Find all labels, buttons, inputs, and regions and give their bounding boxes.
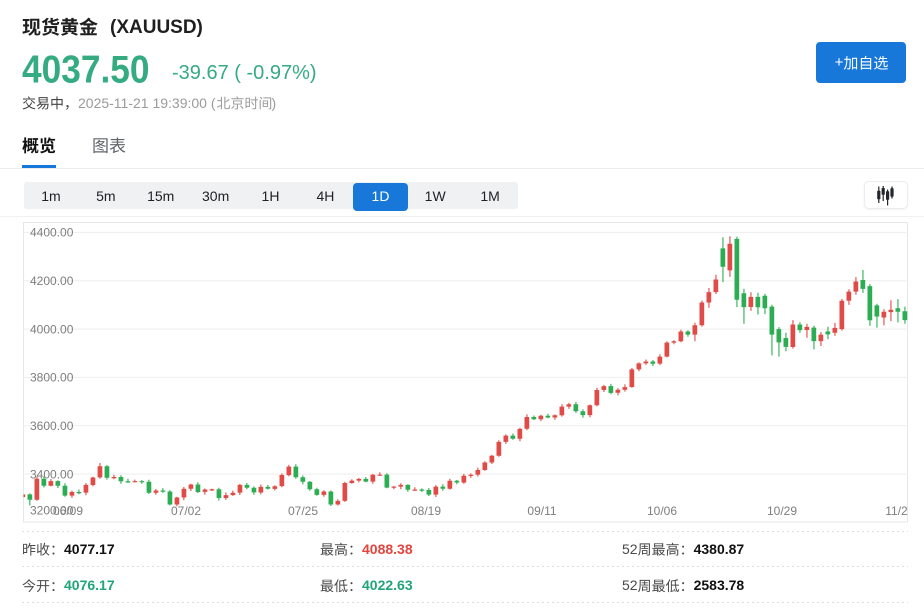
svg-text:10/06: 10/06 bbox=[647, 504, 677, 518]
svg-text:10/29: 10/29 bbox=[767, 504, 797, 518]
svg-text:09/11: 09/11 bbox=[527, 504, 556, 518]
svg-text:3400.00: 3400.00 bbox=[30, 467, 74, 481]
svg-text:4200.00: 4200.00 bbox=[30, 274, 74, 288]
svg-text:4000.00: 4000.00 bbox=[30, 322, 74, 336]
svg-text:11/2: 11/2 bbox=[885, 504, 908, 518]
svg-text:3600.00: 3600.00 bbox=[30, 419, 74, 433]
svg-text:07/25: 07/25 bbox=[288, 504, 318, 518]
svg-text:4400.00: 4400.00 bbox=[30, 226, 74, 240]
svg-text:3200.00: 3200.00 bbox=[30, 504, 74, 518]
svg-text:3800.00: 3800.00 bbox=[30, 371, 74, 385]
svg-text:08/19: 08/19 bbox=[411, 504, 441, 518]
svg-text:07/02: 07/02 bbox=[171, 504, 201, 518]
svg-text:06/09: 06/09 bbox=[53, 504, 83, 518]
